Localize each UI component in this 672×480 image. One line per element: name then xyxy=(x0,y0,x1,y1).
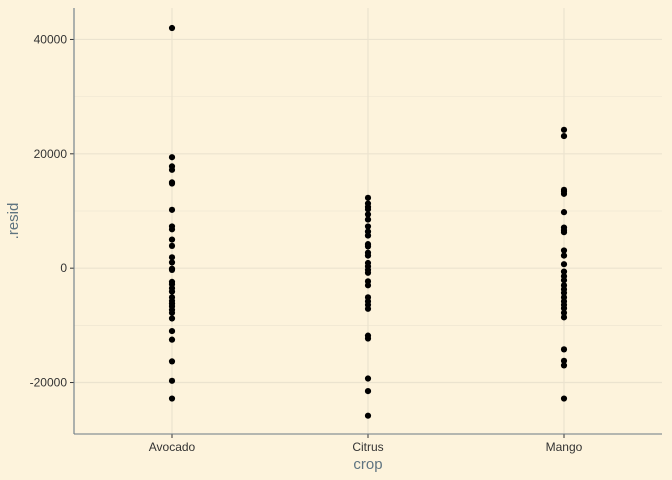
y-tick-label: 0 xyxy=(60,261,67,275)
data-point-mango xyxy=(560,277,568,284)
data-point-mango xyxy=(560,305,568,312)
y-tick-label: 40000 xyxy=(34,32,68,46)
x-axis-title: crop xyxy=(353,456,382,473)
data-point-mango xyxy=(560,261,568,268)
x-tick-label: Citrus xyxy=(352,440,383,454)
data-point-citrus xyxy=(364,305,372,312)
data-point-citrus xyxy=(364,194,372,201)
data-point-avocado xyxy=(168,166,176,173)
data-point-avocado xyxy=(168,377,176,384)
data-point-mango xyxy=(560,268,568,275)
data-point-avocado xyxy=(168,395,176,402)
data-point-mango xyxy=(560,229,568,236)
data-point-citrus xyxy=(364,335,372,342)
data-point-citrus xyxy=(364,269,372,276)
data-point-avocado xyxy=(168,180,176,187)
data-point-mango xyxy=(560,252,568,259)
data-point-citrus xyxy=(364,243,372,250)
data-point-mango xyxy=(560,357,568,364)
data-point-mango xyxy=(560,190,568,197)
tick-labels: -20000 0 20000 40000 Avocado Citrus Mango xyxy=(30,32,583,454)
x-tick-label: Mango xyxy=(546,440,583,454)
data-points xyxy=(168,24,568,419)
data-point-citrus xyxy=(364,388,372,395)
data-point-citrus xyxy=(364,216,372,223)
data-point-avocado xyxy=(168,24,176,32)
data-point-mango xyxy=(560,395,568,402)
data-point-citrus xyxy=(364,206,372,213)
data-point-citrus xyxy=(364,232,372,239)
data-point-citrus xyxy=(364,211,372,218)
data-point-mango xyxy=(560,362,568,369)
data-point-avocado xyxy=(168,254,176,261)
data-point-avocado xyxy=(168,315,176,322)
data-point-citrus xyxy=(364,375,372,382)
data-point-mango xyxy=(560,346,568,353)
x-tick-label: Avocado xyxy=(149,440,196,454)
data-point-avocado xyxy=(168,242,176,249)
data-point-mango xyxy=(560,132,568,140)
data-point-citrus xyxy=(364,412,372,419)
data-point-avocado xyxy=(168,327,176,335)
data-point-avocado xyxy=(168,358,176,365)
data-point-avocado xyxy=(168,288,176,295)
data-point-mango xyxy=(560,126,568,133)
data-point-mango xyxy=(560,247,568,254)
data-point-avocado xyxy=(168,154,176,161)
data-point-avocado xyxy=(168,266,176,273)
data-point-avocado xyxy=(168,336,176,343)
data-point-avocado xyxy=(168,309,176,316)
data-point-avocado xyxy=(168,259,176,266)
data-point-avocado xyxy=(168,206,176,213)
data-point-citrus xyxy=(364,223,372,230)
data-point-mango xyxy=(560,309,568,316)
y-tick-label: 20000 xyxy=(34,147,68,161)
data-point-mango xyxy=(560,209,568,216)
data-point-citrus xyxy=(364,282,372,289)
y-axis-title: .resid xyxy=(5,203,22,240)
y-tick-label: -20000 xyxy=(30,376,68,390)
data-point-avocado xyxy=(168,226,176,233)
data-point-mango xyxy=(560,289,568,296)
data-point-avocado xyxy=(168,236,176,243)
data-point-citrus xyxy=(364,252,372,259)
data-point-mango xyxy=(560,314,568,321)
axes xyxy=(70,8,662,438)
